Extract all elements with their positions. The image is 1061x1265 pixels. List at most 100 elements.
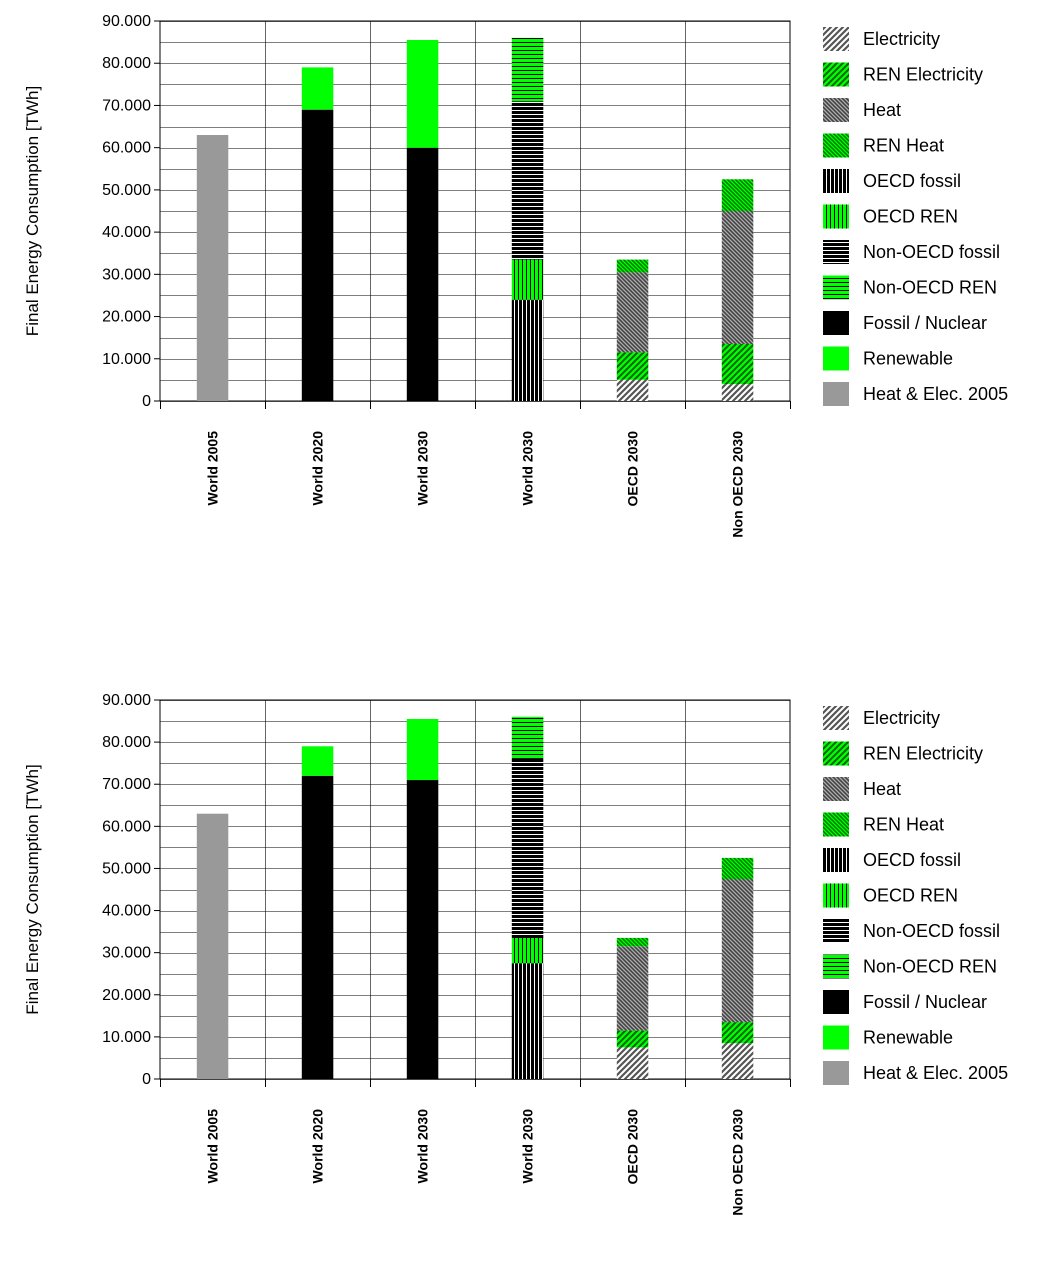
legend-label: Heat [863, 100, 901, 120]
x-tick-label: World 2030 [415, 431, 431, 506]
bar-segment [721, 384, 754, 401]
y-tick-label: 70.000 [102, 776, 151, 793]
y-tick-label: 0 [142, 1071, 151, 1088]
x-tick-label: World 2020 [310, 431, 326, 506]
bar-segment [721, 179, 754, 211]
legend-label: Heat & Elec. 2005 [863, 384, 1008, 404]
legend-label: Heat [863, 779, 901, 799]
y-tick-label: 10.000 [102, 1029, 151, 1046]
bar-segment [616, 937, 649, 947]
y-axis-label: Final Energy Consumption [TWh] [23, 86, 42, 336]
y-tick-label: 30.000 [102, 945, 151, 962]
legend-swatch [823, 346, 849, 371]
bar-segment [511, 259, 544, 300]
y-tick-label: 80.000 [102, 734, 151, 751]
bar-segment [616, 352, 649, 380]
y-tick-label: 50.000 [102, 182, 151, 199]
legend-swatch [823, 98, 849, 122]
legend-swatch [823, 848, 849, 872]
y-tick-label: 60.000 [102, 818, 151, 835]
legend-label: Electricity [863, 29, 940, 49]
bar-segment [301, 109, 334, 401]
bar-segment [196, 135, 229, 401]
x-tick-label: World 2005 [205, 431, 221, 506]
bar-segment [721, 344, 754, 385]
chart-1: 0 10.000 20.000 30.000 40.000 50.000 60.000 70.… [23, 13, 1008, 538]
legend-swatch [823, 62, 849, 87]
y-tick-label: 80.000 [102, 55, 151, 72]
bar-segment [616, 379, 649, 401]
legend-label: Renewable [863, 349, 953, 369]
legend-label: REN Heat [863, 815, 944, 835]
bar-segment [616, 946, 649, 1031]
legend-label: REN Electricity [863, 744, 983, 764]
y-tick-label: 0 [142, 393, 151, 410]
legend-swatch [823, 1061, 849, 1085]
y-tick-label: 70.000 [102, 97, 151, 114]
bar-segment [616, 1030, 649, 1048]
bar-segment [301, 775, 334, 1079]
legend-label: OECD fossil [863, 171, 961, 191]
y-tick-label: 20.000 [102, 309, 151, 326]
y-tick-label: 40.000 [102, 903, 151, 920]
legend-swatch [823, 812, 849, 837]
bar-segment [511, 937, 544, 964]
bar-segment [511, 299, 544, 401]
legend-label: Non-OECD fossil [863, 242, 1000, 262]
bar-segment [406, 780, 439, 1079]
legend-swatch [823, 1025, 849, 1050]
legend-label: Fossil / Nuclear [863, 992, 987, 1012]
x-tick-label: World 2005 [205, 1109, 221, 1184]
legend-label: OECD REN [863, 207, 958, 227]
legend-swatch [823, 240, 849, 264]
x-tick-label: World 2020 [310, 1109, 326, 1184]
x-tick-label: World 2030 [520, 1109, 536, 1184]
bar-segment [721, 1043, 754, 1079]
legend-swatch [823, 741, 849, 766]
bar-segment [511, 37, 544, 102]
x-tick-label: OECD 2030 [625, 1109, 641, 1185]
bar-segment [196, 813, 229, 1079]
legend-swatch [823, 27, 849, 51]
x-tick-label: Non OECD 2030 [730, 1109, 746, 1216]
y-tick-label: 50.000 [102, 860, 151, 877]
legend-swatch [823, 954, 849, 979]
legend-swatch [823, 919, 849, 943]
legend-swatch [823, 382, 849, 406]
legend-swatch [823, 990, 849, 1014]
bar-segment [511, 101, 544, 260]
legend-label: Renewable [863, 1028, 953, 1048]
bar-segment [406, 719, 439, 781]
legend-label: Heat & Elec. 2005 [863, 1063, 1008, 1083]
legend-label: OECD fossil [863, 850, 961, 870]
legend-label: OECD REN [863, 886, 958, 906]
legend-swatch [823, 777, 849, 801]
bar-segment [511, 716, 544, 759]
bar-segment [511, 963, 544, 1079]
bar-segment [616, 1047, 649, 1079]
y-tick-label: 30.000 [102, 266, 151, 283]
legend-label: Non-OECD REN [863, 278, 997, 298]
plot-area [159, 20, 791, 402]
bar-segment [721, 1022, 754, 1044]
y-tick-label: 40.000 [102, 224, 151, 241]
legend-swatch [823, 883, 849, 908]
chart-2: 0 10.000 20.000 30.000 40.000 50.000 60.000 70.… [23, 692, 1008, 1216]
bar-segment [721, 211, 754, 344]
bar-segment [301, 67, 334, 110]
bar-segment [406, 147, 439, 401]
bar-segment [616, 272, 649, 353]
legend-label: REN Heat [863, 136, 944, 156]
y-tick-label: 90.000 [102, 13, 151, 30]
legend-swatch [823, 133, 849, 158]
x-tick-label: World 2030 [415, 1109, 431, 1184]
bar-segment [511, 759, 544, 938]
legend-label: Fossil / Nuclear [863, 313, 987, 333]
bar-segment [721, 879, 754, 1023]
bar-segment [406, 40, 439, 148]
bar-segment [721, 857, 754, 879]
legend-swatch [823, 311, 849, 335]
y-tick-label: 60.000 [102, 140, 151, 157]
x-tick-label: World 2030 [520, 431, 536, 506]
